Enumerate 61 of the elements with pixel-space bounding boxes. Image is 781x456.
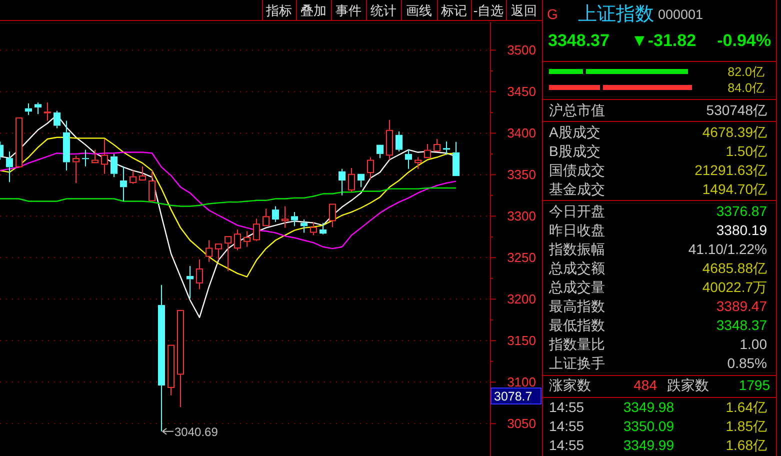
text: 000001 xyxy=(658,7,704,22)
annotation: 3040.69 xyxy=(174,424,218,439)
text: B股成交 xyxy=(549,143,600,159)
text: 1.85亿 xyxy=(726,418,767,434)
text: 国债成交 xyxy=(549,162,605,178)
text: 1.00 xyxy=(740,336,768,352)
text: 3348.37 xyxy=(716,317,768,333)
text: 上证换手 xyxy=(549,355,605,371)
text: 1795 xyxy=(738,377,770,393)
text: 1.64亿 xyxy=(726,399,767,415)
text: 14:55 xyxy=(549,418,584,434)
text: 最低指数 xyxy=(549,317,605,333)
text: ▼-31.82 xyxy=(631,31,696,50)
text: 指数量比 xyxy=(548,336,605,352)
text: 3350.09 xyxy=(623,418,674,434)
text: 上证指数 xyxy=(578,4,654,25)
text: 基金成交 xyxy=(549,181,605,197)
text: 14:55 xyxy=(549,437,584,453)
text: 4685.88亿 xyxy=(702,260,767,276)
text: 484 xyxy=(634,377,658,393)
y-tick-label: 3400 xyxy=(507,126,536,141)
text: 3348.37 xyxy=(548,31,610,50)
text: 总成交额 xyxy=(548,260,605,276)
text: 跌家数 xyxy=(667,377,709,393)
value-box: 3078.7 xyxy=(490,388,542,404)
y-tick-label: 3350 xyxy=(507,167,536,182)
text: 指数振幅 xyxy=(548,241,605,257)
text: 3380.19 xyxy=(716,222,768,238)
text: 沪总市值 xyxy=(549,102,605,118)
y-tick-label: 3200 xyxy=(507,292,536,307)
y-tick-label: 3150 xyxy=(507,333,536,348)
text: 530748亿 xyxy=(706,102,767,118)
text: -0.94% xyxy=(717,31,771,50)
text: 最高指数 xyxy=(549,298,605,314)
text: 涨家数 xyxy=(549,377,591,393)
text: 82.0亿 xyxy=(728,65,765,79)
text: 3349.99 xyxy=(623,437,674,453)
text: 总成交量 xyxy=(548,279,605,295)
y-tick-label: 3050 xyxy=(507,416,536,432)
text: 昨日收盘 xyxy=(549,222,605,238)
text: 41.10/1.22% xyxy=(688,241,767,257)
text: 1494.70亿 xyxy=(702,181,767,197)
text: 3349.98 xyxy=(623,399,674,415)
text: 3389.47 xyxy=(716,298,768,314)
y-tick-label: 3300 xyxy=(507,208,536,224)
text: 1.68亿 xyxy=(726,437,767,453)
text: 84.0亿 xyxy=(728,81,765,95)
text: G xyxy=(547,6,558,22)
text: 40022.7万 xyxy=(702,279,767,295)
text: 0.85% xyxy=(727,355,767,371)
text: 21291.63亿 xyxy=(694,162,767,178)
text: 3376.87 xyxy=(716,203,768,219)
text: 14:55 xyxy=(549,399,584,415)
y-tick-label: 3250 xyxy=(507,250,536,266)
text: 4678.39亿 xyxy=(702,124,767,140)
y-tick-label: 3450 xyxy=(507,84,536,100)
text: 1.50亿 xyxy=(726,143,767,159)
text: A股成交 xyxy=(549,124,600,140)
y-tick-label: 3100 xyxy=(507,374,536,390)
text: 今日开盘 xyxy=(549,203,605,219)
y-tick-label: 3500 xyxy=(507,42,536,58)
